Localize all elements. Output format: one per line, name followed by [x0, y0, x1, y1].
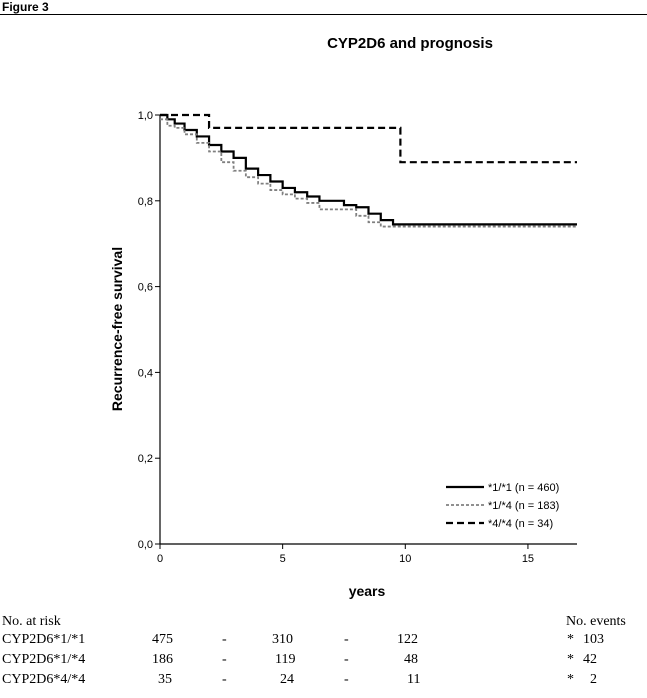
y-tick-label: 0,0 [138, 539, 153, 551]
series-lines [160, 113, 577, 228]
risk-row-n10: 122 [397, 632, 418, 647]
risk-row-sep: - [222, 672, 227, 687]
risk-row-label: CYP2D6*1/*1 [2, 632, 86, 647]
risk-table-header-right: No. events [566, 614, 626, 629]
risk-row-n10: 48 [404, 652, 418, 667]
risk-row-sep: - [222, 632, 227, 647]
risk-table-header-left: No. at risk [2, 614, 61, 629]
y-tick-label: 0,8 [138, 196, 153, 208]
risk-row-n5: 310 [272, 632, 293, 647]
legend-label: *1/*4 (n = 183) [488, 500, 559, 512]
y-tick-label: 1,0 [138, 110, 153, 122]
series-line-2 [160, 118, 577, 228]
x-tick-label: 0 [157, 553, 163, 565]
y-tick-label: 0,6 [138, 282, 153, 294]
y-tick-label: 0,4 [138, 367, 153, 379]
risk-row-n0: 186 [152, 652, 173, 667]
y-tick-label: 0,2 [138, 453, 153, 465]
y-axis-label: Recurrence-free survival [109, 247, 125, 411]
series-line-1 [160, 113, 577, 226]
risk-row-label: CYP2D6*4/*4 [2, 672, 86, 687]
risk-row-star: * [567, 652, 574, 667]
risk-row-n5: 119 [275, 652, 296, 667]
risk-row-n10: 11 [407, 672, 421, 687]
risk-row-n0: 475 [152, 632, 173, 647]
risk-row-events: 103 [583, 632, 604, 647]
x-axis-label: years [349, 583, 386, 599]
survival-chart: CYP2D6 and prognosis Recurrence-free sur… [109, 35, 577, 599]
risk-row-sep: - [344, 632, 349, 647]
figure-label: Figure 3 [2, 0, 49, 14]
risk-row-events: 42 [583, 652, 597, 667]
legend: *1/*1 (n = 460) *1/*4 (n = 183) *4/*4 (n =… [446, 482, 559, 530]
x-tick-label: 5 [280, 553, 286, 565]
x-tick-label: 10 [399, 553, 411, 565]
risk-row-label: CYP2D6*1/*4 [2, 652, 86, 667]
risk-row-sep: - [222, 652, 227, 667]
risk-row-sep: - [344, 672, 349, 687]
risk-row-n0: 35 [158, 672, 172, 687]
x-tick-label: 15 [522, 553, 534, 565]
risk-row-events: 2 [590, 672, 597, 687]
axes: 0 5 10 15 0,0 0,2 0,4 0,6 0,8 1,0 [138, 110, 577, 565]
risk-row-star: * [567, 672, 574, 687]
chart-title: CYP2D6 and prognosis [327, 35, 493, 52]
legend-label: *1/*1 (n = 460) [488, 482, 559, 494]
risk-row-star: * [567, 632, 574, 647]
risk-row-sep: - [344, 652, 349, 667]
top-rule [0, 14, 647, 15]
risk-row-n5: 24 [280, 672, 294, 687]
legend-label: *4/*4 (n = 34) [488, 518, 553, 530]
series-line-3 [160, 113, 577, 164]
